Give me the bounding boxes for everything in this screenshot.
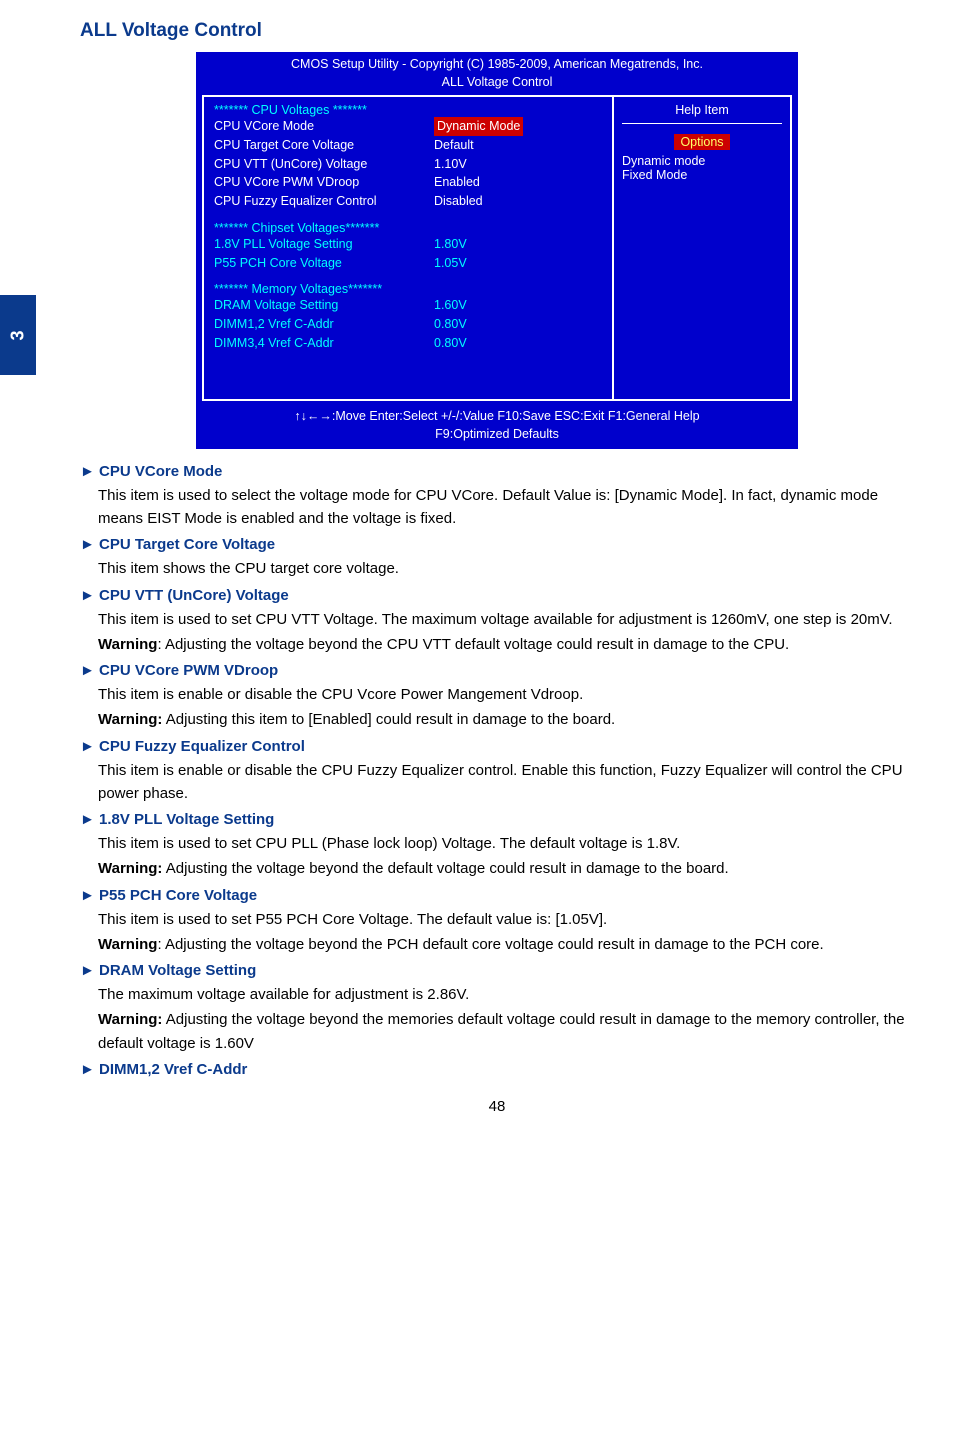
section-heading: ► DRAM Voltage Setting: [80, 962, 914, 979]
body-paragraph: Warning: Adjusting this item to [Enabled…: [80, 708, 914, 731]
body-paragraph: This item is used to set CPU PLL (Phase …: [80, 832, 914, 855]
body-paragraph: Warning: Adjusting the voltage beyond th…: [80, 933, 914, 956]
bios-label: CPU VCore Mode: [214, 117, 434, 136]
bios-row: CPU VCore PWM VDroop Enabled: [214, 173, 602, 192]
help-option: Dynamic mode: [622, 154, 782, 168]
cpu-voltages-header: ******* CPU Voltages *******: [214, 103, 602, 117]
options-label: Options: [674, 134, 729, 150]
section-heading: ► CPU Target Core Voltage: [80, 536, 914, 553]
section-heading: ► CPU VCore PWM VDroop: [80, 662, 914, 679]
bios-header: CMOS Setup Utility - Copyright (C) 1985-…: [202, 56, 792, 91]
page-number: 48: [80, 1098, 914, 1115]
chapter-tab: 3: [0, 295, 36, 375]
bios-label: DIMM3,4 Vref C-Addr: [214, 334, 434, 353]
bios-value: Enabled: [434, 173, 480, 192]
divider: [622, 123, 782, 124]
chapter-number: 3: [7, 330, 28, 340]
bios-row: DRAM Voltage Setting 1.60V: [214, 296, 602, 315]
bios-header-line2: ALL Voltage Control: [202, 74, 792, 92]
help-title: Help Item: [622, 103, 782, 117]
bios-label: DRAM Voltage Setting: [214, 296, 434, 315]
bios-value: 1.80V: [434, 235, 467, 254]
bios-header-line1: CMOS Setup Utility - Copyright (C) 1985-…: [202, 56, 792, 74]
bios-row: DIMM3,4 Vref C-Addr 0.80V: [214, 334, 602, 353]
body-paragraph: This item is used to select the voltage …: [80, 484, 914, 531]
bios-value: Default: [434, 136, 474, 155]
section-heading: ► P55 PCH Core Voltage: [80, 887, 914, 904]
body-paragraph: The maximum voltage available for adjust…: [80, 983, 914, 1006]
bios-label: CPU VCore PWM VDroop: [214, 173, 434, 192]
bios-row: CPU VTT (UnCore) Voltage 1.10V: [214, 155, 602, 174]
section-heading: ► 1.8V PLL Voltage Setting: [80, 811, 914, 828]
body-paragraph: This item is used to set CPU VTT Voltage…: [80, 608, 914, 631]
body-paragraph: Warning: Adjusting the voltage beyond th…: [80, 1008, 914, 1055]
bios-value-highlighted: Dynamic Mode: [434, 117, 523, 136]
body-paragraph: This item is enable or disable the CPU V…: [80, 683, 914, 706]
body-paragraph: This item shows the CPU target core volt…: [80, 557, 914, 580]
bios-label: CPU VTT (UnCore) Voltage: [214, 155, 434, 174]
content-area: ► CPU VCore Mode This item is used to sel…: [80, 463, 914, 1078]
bios-value: 0.80V: [434, 334, 467, 353]
section-heading: ► CPU VCore Mode: [80, 463, 914, 480]
bios-screenshot: CMOS Setup Utility - Copyright (C) 1985-…: [196, 52, 798, 449]
bios-value: 1.05V: [434, 254, 467, 273]
bios-value: 0.80V: [434, 315, 467, 334]
help-option: Fixed Mode: [622, 168, 782, 182]
bios-row: CPU VCore Mode Dynamic Mode: [214, 117, 602, 136]
chipset-voltages-header: ******* Chipset Voltages*******: [214, 221, 602, 235]
bios-row: DIMM1,2 Vref C-Addr 0.80V: [214, 315, 602, 334]
bios-row: 1.8V PLL Voltage Setting 1.80V: [214, 235, 602, 254]
bios-label: CPU Fuzzy Equalizer Control: [214, 192, 434, 211]
body-paragraph: Warning: Adjusting the voltage beyond th…: [80, 633, 914, 656]
bios-label: 1.8V PLL Voltage Setting: [214, 235, 434, 254]
bios-value: Disabled: [434, 192, 483, 211]
body-paragraph: This item is used to set P55 PCH Core Vo…: [80, 908, 914, 931]
bios-value: 1.60V: [434, 296, 467, 315]
bios-row: P55 PCH Core Voltage 1.05V: [214, 254, 602, 273]
bios-body: ******* CPU Voltages ******* CPU VCore M…: [202, 95, 792, 401]
bios-left-panel: ******* CPU Voltages ******* CPU VCore M…: [204, 97, 614, 399]
bios-label: DIMM1,2 Vref C-Addr: [214, 315, 434, 334]
section-heading: ► DIMM1,2 Vref C-Addr: [80, 1061, 914, 1078]
body-paragraph: This item is enable or disable the CPU F…: [80, 759, 914, 806]
bios-help-panel: Help Item Options Dynamic mode Fixed Mod…: [614, 97, 790, 399]
section-heading: ► CPU Fuzzy Equalizer Control: [80, 738, 914, 755]
page-title: ALL Voltage Control: [80, 20, 914, 42]
bios-value: 1.10V: [434, 155, 467, 174]
bios-label: P55 PCH Core Voltage: [214, 254, 434, 273]
bios-label: CPU Target Core Voltage: [214, 136, 434, 155]
bios-footer-line1: ↑↓←→:Move Enter:Select +/-/:Value F10:Sa…: [202, 407, 792, 425]
body-paragraph: Warning: Adjusting the voltage beyond th…: [80, 857, 914, 880]
memory-voltages-header: ******* Memory Voltages*******: [214, 282, 602, 296]
bios-footer: ↑↓←→:Move Enter:Select +/-/:Value F10:Sa…: [202, 401, 792, 443]
bios-row: CPU Target Core Voltage Default: [214, 136, 602, 155]
bios-row: CPU Fuzzy Equalizer Control Disabled: [214, 192, 602, 211]
bios-footer-line2: F9:Optimized Defaults: [202, 425, 792, 443]
section-heading: ► CPU VTT (UnCore) Voltage: [80, 587, 914, 604]
